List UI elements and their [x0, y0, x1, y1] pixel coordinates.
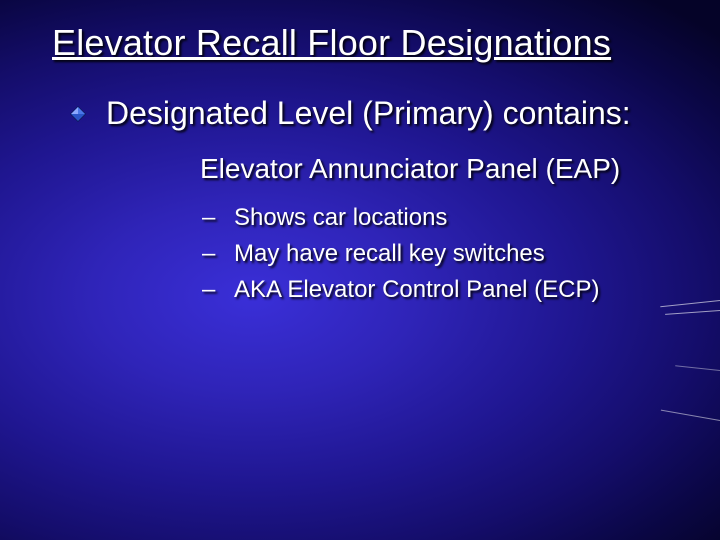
bullet-level3-text: May have recall key switches	[234, 236, 545, 272]
bullet-level2: Elevator Annunciator Panel (EAP)	[168, 151, 680, 186]
bullet-level1: Designated Level (Primary) contains:	[70, 94, 680, 133]
slide-content: Elevator Recall Floor Designations Desig…	[0, 0, 720, 308]
bullet-level1-text: Designated Level (Primary) contains:	[106, 94, 631, 133]
slide: Elevator Recall Floor Designations Desig…	[0, 0, 720, 540]
bullet-level3-item: – Shows car locations	[202, 200, 680, 236]
accent-line	[675, 365, 720, 371]
slide-title: Elevator Recall Floor Designations	[52, 22, 680, 64]
bullet-level3-text: Shows car locations	[234, 200, 447, 236]
dash-bullet-icon: –	[202, 236, 220, 272]
accent-line	[661, 410, 720, 421]
bullet-level3-item: – May have recall key switches	[202, 236, 680, 272]
dash-bullet-icon: –	[202, 272, 220, 308]
bullet-level3-text: AKA Elevator Control Panel (ECP)	[234, 272, 600, 308]
bullet-level3-list: – Shows car locations – May have recall …	[202, 200, 680, 308]
dash-bullet-icon: –	[202, 200, 220, 236]
diamond-bullet-icon	[70, 106, 84, 120]
bullet-level3-item: – AKA Elevator Control Panel (ECP)	[202, 272, 680, 308]
bullet-level2-text: Elevator Annunciator Panel (EAP)	[200, 151, 620, 186]
accent-line	[665, 310, 720, 315]
square-bullet-icon	[168, 161, 182, 175]
